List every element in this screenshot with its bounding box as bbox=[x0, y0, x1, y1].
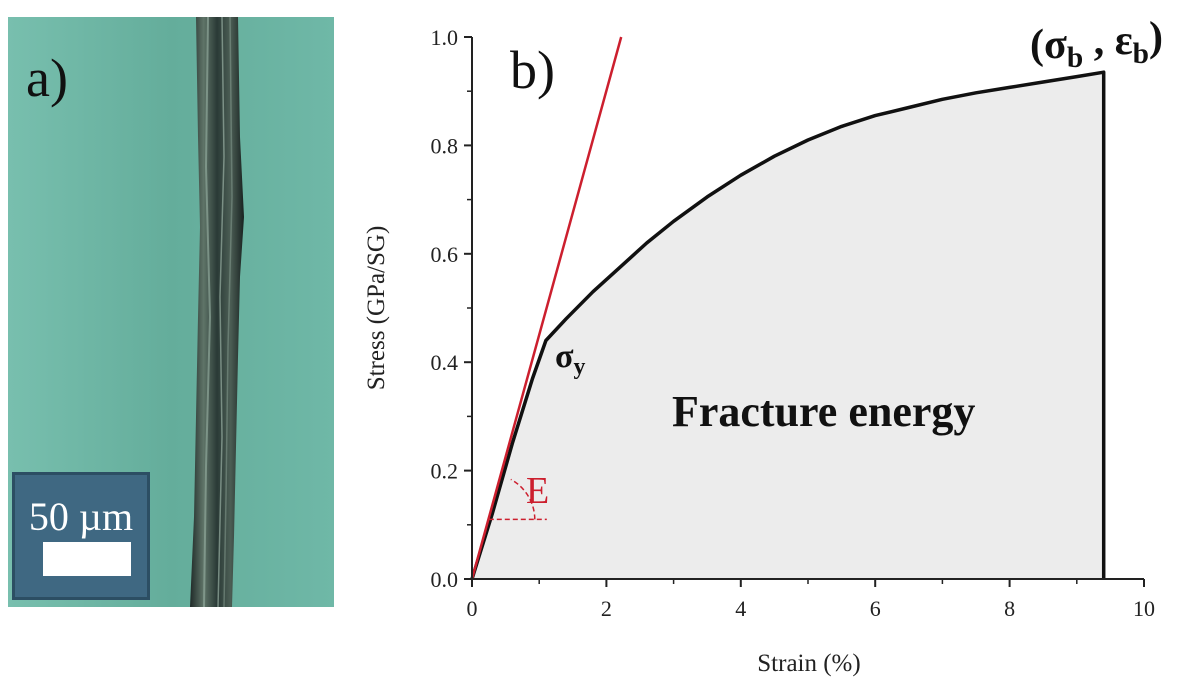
yield-point-label: σy​ bbox=[555, 338, 586, 380]
scale-bar-line bbox=[43, 542, 131, 576]
micrograph-panel: a) 50 µm bbox=[8, 17, 334, 607]
y-tick-label: 0.4 bbox=[431, 350, 459, 375]
y-tick-label: 1.0 bbox=[431, 25, 459, 50]
modulus-line bbox=[470, 36, 623, 580]
panel-label-b: b) bbox=[510, 40, 555, 100]
fracture-energy-area bbox=[472, 72, 1104, 579]
x-tick-label: 10 bbox=[1133, 596, 1155, 621]
panel-label-a: a) bbox=[26, 48, 68, 108]
y-axis-label: Stress (GPa/SG) bbox=[363, 226, 390, 391]
stress-strain-curve bbox=[470, 70, 1106, 580]
scale-bar-label: 50 µm bbox=[28, 494, 134, 539]
break-point-label: (σb​ , εb​) bbox=[1030, 14, 1163, 73]
x-tick-label: 8 bbox=[1004, 596, 1015, 621]
modulus-label: E bbox=[526, 470, 549, 512]
plot-area bbox=[470, 36, 1106, 580]
modulus-angle-arc bbox=[510, 478, 536, 520]
scale-bar: 50 µm bbox=[12, 472, 150, 600]
fiber-strand bbox=[190, 17, 244, 607]
y-tick-label: 0.0 bbox=[431, 567, 459, 592]
x-tick-label: 4 bbox=[735, 596, 746, 621]
axis-ticks: 0 2 4 6 8 10 0.0 0.2 0.4 0.6 0.8 1.0 bbox=[431, 25, 1156, 621]
y-tick-label: 0.2 bbox=[431, 459, 459, 484]
fracture-energy-label: Fracture energy bbox=[672, 387, 975, 436]
x-tick-label: 6 bbox=[870, 596, 881, 621]
y-tick-label: 0.6 bbox=[431, 242, 459, 267]
x-tick-label: 2 bbox=[601, 596, 612, 621]
y-tick-label: 0.8 bbox=[431, 133, 459, 158]
x-tick-label: 0 bbox=[467, 596, 478, 621]
x-axis-label: Strain (%) bbox=[757, 650, 860, 677]
